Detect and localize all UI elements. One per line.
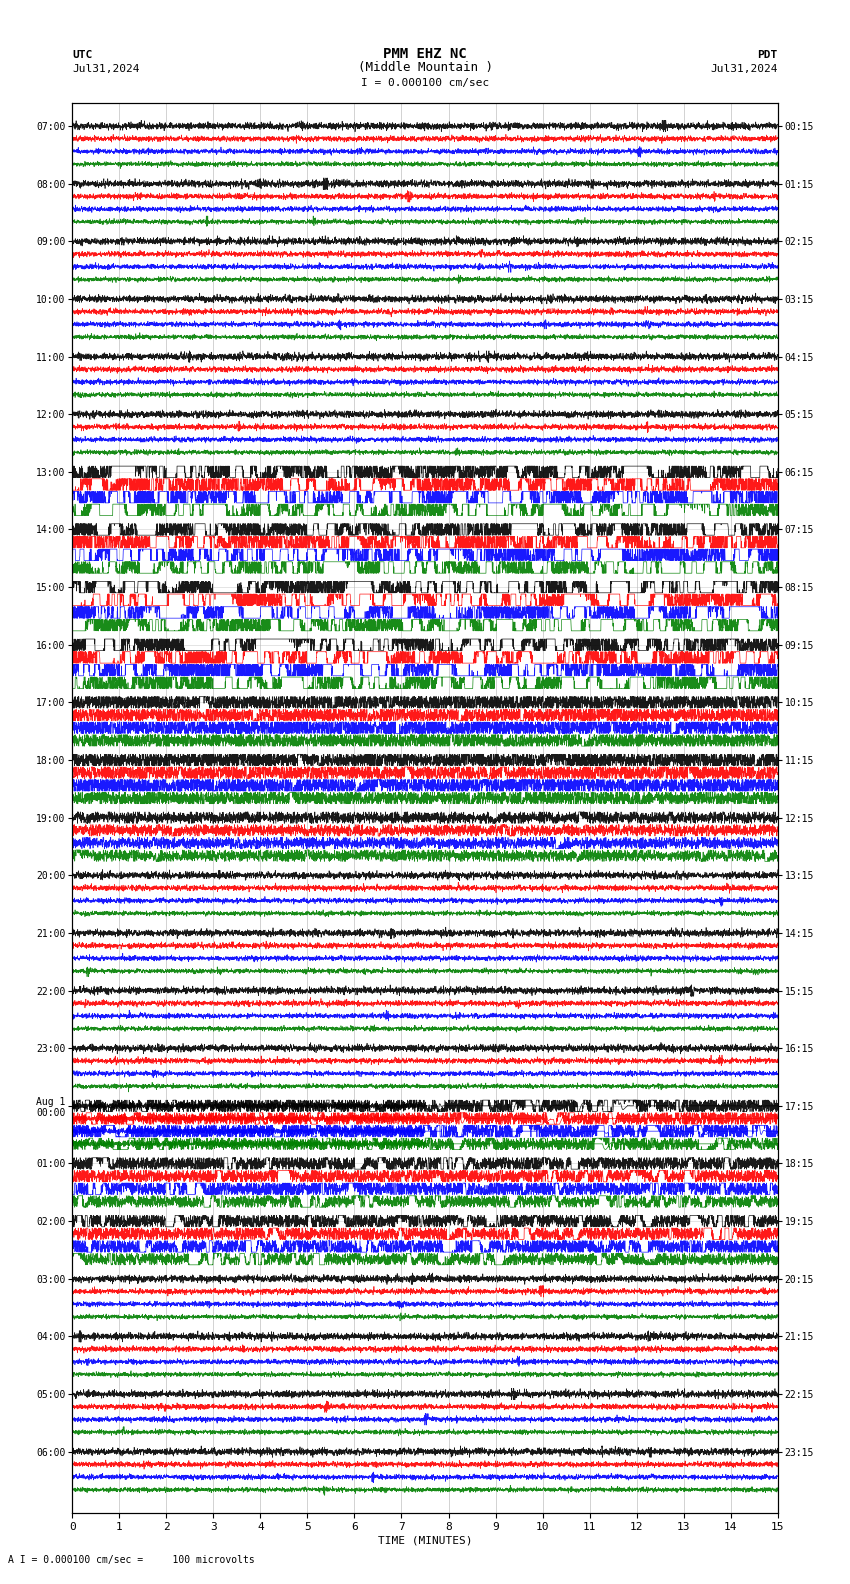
X-axis label: TIME (MINUTES): TIME (MINUTES) [377,1535,473,1546]
Text: (Middle Mountain ): (Middle Mountain ) [358,62,492,74]
Text: A I = 0.000100 cm/sec =     100 microvolts: A I = 0.000100 cm/sec = 100 microvolts [8,1555,255,1565]
Text: UTC: UTC [72,51,93,60]
Text: Jul31,2024: Jul31,2024 [711,63,778,73]
Text: PMM EHZ NC: PMM EHZ NC [383,48,467,60]
Text: I = 0.000100 cm/sec: I = 0.000100 cm/sec [361,78,489,87]
Text: Jul31,2024: Jul31,2024 [72,63,139,73]
Text: PDT: PDT [757,51,778,60]
